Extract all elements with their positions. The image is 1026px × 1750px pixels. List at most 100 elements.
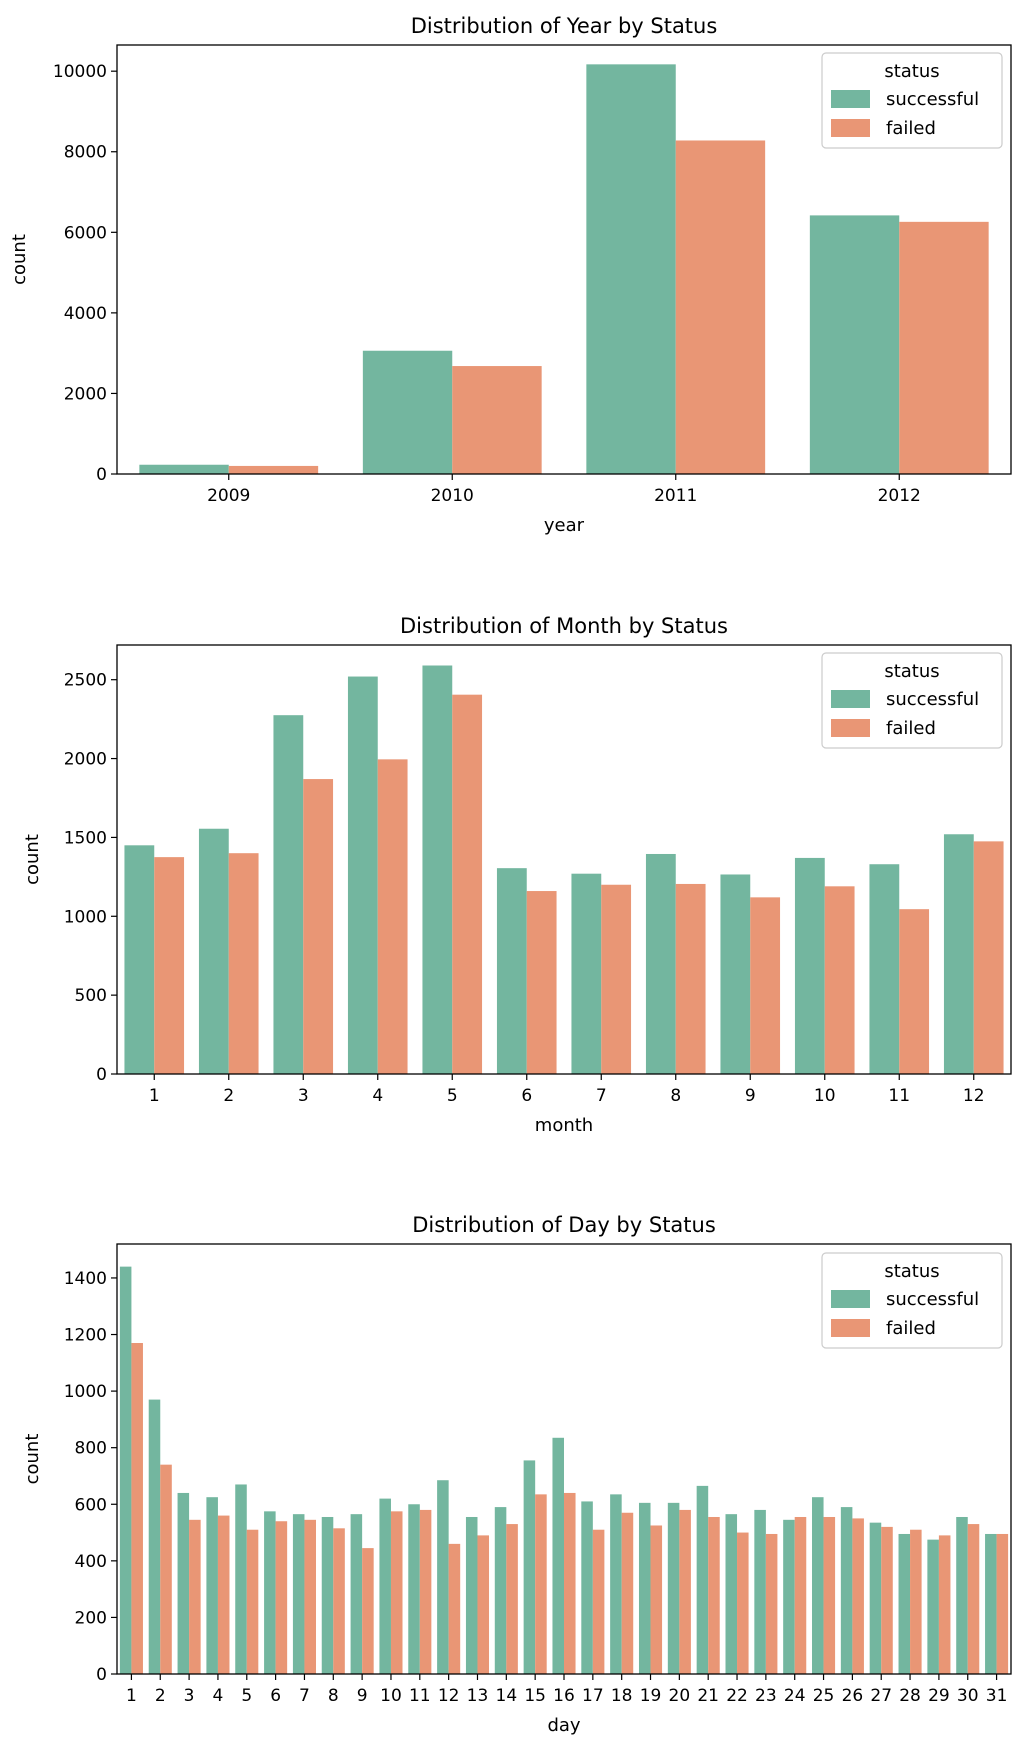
y-tick-label: 500 bbox=[75, 986, 107, 1006]
x-tick-label: 10 bbox=[380, 1686, 402, 1706]
chart-title: Distribution of Month by Status bbox=[400, 614, 728, 638]
legend: status successful failed bbox=[821, 652, 1003, 749]
legend-swatch-failed bbox=[831, 119, 870, 137]
bar-successful-3 bbox=[177, 1492, 190, 1674]
bar-failed-28 bbox=[910, 1529, 922, 1674]
bar-successful-13 bbox=[465, 1516, 478, 1674]
legend: status successful failed bbox=[821, 1252, 1003, 1349]
x-tick-label: 20 bbox=[669, 1686, 691, 1706]
x-tick-label: 22 bbox=[726, 1686, 748, 1706]
bar-failed-29 bbox=[938, 1535, 951, 1674]
x-tick-label: 30 bbox=[957, 1686, 979, 1706]
bar-failed-6 bbox=[275, 1521, 288, 1674]
x-tick-label: 19 bbox=[640, 1686, 662, 1706]
bar-failed-5 bbox=[246, 1529, 259, 1674]
bar-failed-9 bbox=[750, 897, 781, 1074]
bar-failed-8 bbox=[675, 883, 706, 1074]
bar-failed-21 bbox=[708, 1516, 720, 1674]
y-axis-label: count bbox=[22, 1434, 43, 1485]
x-tick-label: 28 bbox=[899, 1686, 921, 1706]
x-tick-label: 8 bbox=[328, 1686, 339, 1706]
bar-failed-2010 bbox=[452, 366, 542, 474]
y-tick-label: 6000 bbox=[64, 223, 107, 243]
x-tick-label: 2 bbox=[223, 1086, 234, 1106]
bar-successful-7 bbox=[571, 873, 602, 1074]
bar-failed-9 bbox=[362, 1548, 374, 1674]
y-tick-label: 0 bbox=[96, 465, 107, 485]
bar-failed-1 bbox=[131, 1343, 143, 1674]
legend-swatch-successful bbox=[831, 1290, 870, 1308]
x-tick-label: 14 bbox=[496, 1686, 518, 1706]
bar-successful-2011 bbox=[586, 64, 676, 474]
x-tick-label: 5 bbox=[241, 1686, 252, 1706]
bar-successful-10 bbox=[794, 857, 825, 1074]
bar-successful-21 bbox=[696, 1485, 709, 1675]
bar-failed-8 bbox=[333, 1528, 345, 1674]
x-tick-label: 1 bbox=[149, 1086, 160, 1106]
chart-panel-1: 0 2000 4000 6000 8000 10000 2009 2010 2011 2012 Di… bbox=[9, 14, 1012, 536]
legend-title: status bbox=[884, 661, 939, 682]
legend-swatch-successful bbox=[831, 690, 870, 708]
x-tick-label: 4 bbox=[213, 1686, 224, 1706]
bar-successful-2012 bbox=[809, 215, 900, 474]
bar-failed-17 bbox=[592, 1529, 605, 1674]
bar-failed-11 bbox=[899, 909, 930, 1074]
bar-failed-4 bbox=[217, 1515, 230, 1674]
bar-failed-2 bbox=[228, 853, 259, 1074]
y-tick-label: 600 bbox=[75, 1495, 107, 1515]
legend-label-successful: successful bbox=[886, 1289, 979, 1310]
x-tick-label: 16 bbox=[553, 1686, 575, 1706]
bar-successful-11 bbox=[869, 864, 900, 1074]
y-tick-label: 2000 bbox=[64, 384, 107, 404]
x-tick-label: 15 bbox=[524, 1686, 546, 1706]
x-tick-label: 21 bbox=[697, 1686, 719, 1706]
y-axis-label: count bbox=[9, 234, 30, 285]
bar-successful-12 bbox=[437, 1480, 449, 1674]
bar-successful-4 bbox=[206, 1497, 218, 1674]
y-tick-label: 0 bbox=[96, 1065, 107, 1085]
bar-failed-27 bbox=[881, 1526, 893, 1674]
x-tick-label: 7 bbox=[299, 1686, 310, 1706]
legend: status successful failed bbox=[821, 52, 1003, 149]
x-tick-label: 6 bbox=[270, 1686, 281, 1706]
x-tick-label: 11 bbox=[888, 1086, 910, 1106]
bar-failed-19 bbox=[650, 1525, 663, 1674]
chart-title: Distribution of Day by Status bbox=[412, 1213, 716, 1237]
bar-failed-16 bbox=[564, 1492, 576, 1674]
bar-failed-5 bbox=[452, 694, 483, 1074]
bar-successful-24 bbox=[783, 1519, 795, 1674]
x-tick-label: 6 bbox=[521, 1086, 532, 1106]
bar-failed-26 bbox=[852, 1518, 864, 1674]
bar-successful-11 bbox=[408, 1504, 420, 1674]
bar-successful-16 bbox=[552, 1437, 564, 1674]
bar-successful-14 bbox=[494, 1507, 507, 1674]
bar-failed-3 bbox=[303, 779, 334, 1074]
bar-failed-11 bbox=[419, 1509, 432, 1674]
legend-title: status bbox=[884, 1261, 939, 1282]
legend-swatch-successful bbox=[831, 90, 870, 108]
bar-successful-22 bbox=[725, 1514, 738, 1674]
y-tick-label: 200 bbox=[75, 1608, 107, 1628]
legend-label-failed: failed bbox=[886, 718, 936, 739]
x-tick-label: 2 bbox=[155, 1686, 166, 1706]
x-tick-label: 3 bbox=[184, 1686, 195, 1706]
x-tick-label: 4 bbox=[372, 1086, 383, 1106]
bar-failed-18 bbox=[621, 1512, 634, 1674]
x-tick-label: 2009 bbox=[207, 486, 250, 506]
bar-successful-3 bbox=[273, 715, 304, 1074]
bar-failed-2 bbox=[160, 1464, 172, 1674]
bar-successful-17 bbox=[581, 1501, 593, 1674]
bar-failed-14 bbox=[506, 1524, 518, 1674]
bar-successful-27 bbox=[869, 1522, 882, 1674]
legend-title: status bbox=[884, 61, 939, 82]
bar-successful-8 bbox=[321, 1516, 334, 1674]
bar-failed-25 bbox=[823, 1516, 836, 1674]
x-tick-label: 2010 bbox=[431, 486, 474, 506]
bar-successful-20 bbox=[667, 1502, 680, 1674]
y-tick-label: 4000 bbox=[64, 304, 107, 324]
y-tick-label: 8000 bbox=[64, 143, 107, 163]
y-tick-label: 800 bbox=[75, 1439, 107, 1459]
y-axis-label: count bbox=[22, 834, 43, 885]
bar-failed-7 bbox=[304, 1519, 316, 1674]
